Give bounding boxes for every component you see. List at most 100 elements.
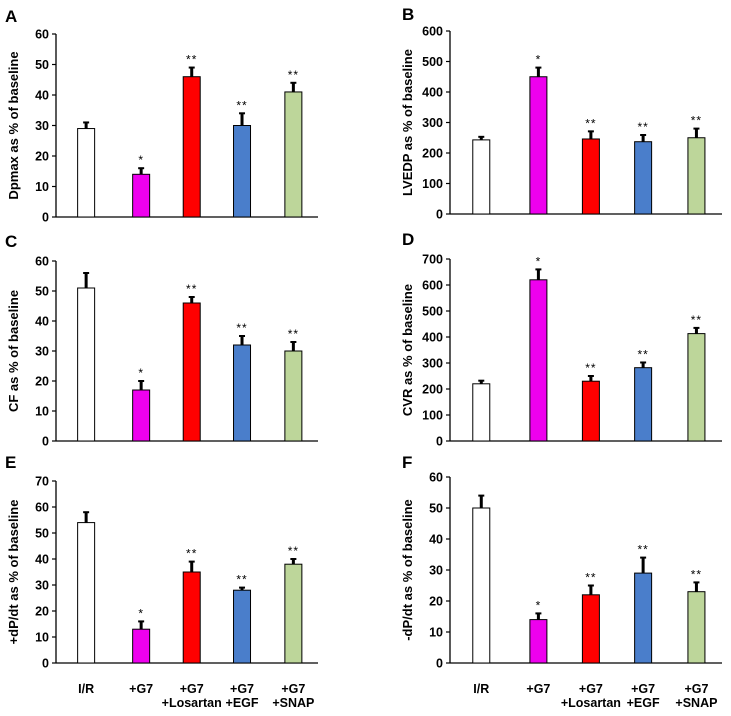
y-tick-label: 50 — [35, 285, 49, 299]
bar-3 — [233, 589, 252, 664]
y-tick-label: 100 — [422, 177, 443, 191]
significance-mark: ** — [236, 98, 247, 112]
bar-2 — [581, 380, 600, 442]
y-tick-label: 60 — [35, 28, 49, 42]
significance-mark: * — [536, 598, 542, 612]
bar-1 — [529, 619, 548, 664]
y-tick-label: 20 — [35, 375, 49, 389]
y-tick-label: 50 — [429, 502, 443, 516]
y-tick-label: 300 — [422, 357, 443, 371]
y-tick-label: 0 — [42, 211, 49, 225]
bar-1 — [132, 173, 151, 218]
bar-2 — [182, 571, 201, 664]
y-tick-label: 300 — [422, 116, 443, 130]
y-tick-label: 0 — [42, 657, 49, 671]
x-category-label: +G7 — [129, 682, 153, 696]
y-axis-label: CF as % of baseline — [6, 290, 21, 412]
x-category-label: +EGF — [226, 696, 259, 710]
y-tick-label: 600 — [422, 25, 443, 39]
bar-1 — [529, 279, 548, 442]
x-category-label: +G7 — [579, 682, 603, 696]
bar-3 — [233, 125, 252, 218]
y-tick-label: 30 — [35, 345, 49, 359]
significance-mark: ** — [691, 114, 702, 128]
y-tick-label: 20 — [35, 150, 49, 164]
y-tick-label: 0 — [42, 435, 49, 449]
significance-mark: * — [536, 254, 542, 268]
y-tick-label: 10 — [429, 626, 443, 640]
y-tick-label: 70 — [35, 475, 49, 489]
bar-4 — [284, 350, 303, 442]
x-category-label: I/R — [78, 682, 94, 696]
bar-0 — [472, 383, 491, 442]
y-tick-label: 20 — [429, 595, 443, 609]
bar-4 — [687, 333, 706, 442]
y-tick-label: 30 — [429, 564, 443, 578]
x-category-label: +G7 — [180, 682, 204, 696]
y-tick-label: 10 — [35, 631, 49, 645]
bar-2 — [581, 594, 600, 664]
x-category-label: +G7 — [230, 682, 254, 696]
y-tick-label: 0 — [436, 657, 443, 671]
y-tick-label: 700 — [422, 253, 443, 267]
y-tick-label: 0 — [436, 208, 443, 222]
significance-mark: * — [536, 53, 542, 67]
y-tick-label: 40 — [35, 553, 49, 567]
significance-mark: ** — [236, 321, 247, 335]
y-axis-label: +dP/dt as % of baseline — [6, 500, 21, 645]
bar-1 — [132, 389, 151, 442]
significance-mark: ** — [186, 547, 197, 561]
significance-mark: * — [138, 153, 144, 167]
significance-mark: * — [138, 606, 144, 620]
significance-mark: ** — [236, 573, 247, 587]
x-category-label: +SNAP — [272, 696, 314, 710]
x-category-label: +G7 — [526, 682, 550, 696]
y-tick-label: 0 — [436, 435, 443, 449]
significance-mark: ** — [186, 282, 197, 296]
x-category-label: +G7 — [281, 682, 305, 696]
panel-e: E +dP/dt as % of baseline 0 10 20 30 40 50 60 70 I… — [5, 453, 318, 710]
bar-4 — [687, 137, 706, 215]
panel-letter: A — [5, 7, 17, 26]
y-tick-label: 60 — [35, 501, 49, 515]
significance-mark: * — [138, 366, 144, 380]
y-axis-label: -dP/dt as % of baseline — [400, 499, 415, 641]
significance-mark: ** — [288, 327, 299, 341]
significance-mark: ** — [288, 68, 299, 82]
x-category-label: +G7 — [631, 682, 655, 696]
y-tick-label: 20 — [35, 605, 49, 619]
y-tick-label: 40 — [429, 533, 443, 547]
x-category-label: +G7 — [684, 682, 708, 696]
bar-4 — [284, 91, 303, 218]
panel-b: B LVEDP as % of baseline 0 100 200 300 400 500 6… — [400, 5, 722, 222]
bar-0 — [472, 507, 491, 664]
bar-2 — [581, 138, 600, 215]
panel-d: D CVR as % of baseline 0 100 200 300 400 500 600… — [400, 230, 722, 449]
panel-letter: B — [402, 5, 414, 24]
y-tick-label: 100 — [422, 409, 443, 423]
bar-1 — [529, 76, 548, 215]
bar-1 — [132, 628, 151, 664]
bar-0 — [77, 287, 96, 442]
significance-mark: ** — [637, 543, 648, 557]
y-tick-label: 50 — [35, 527, 49, 541]
y-axis-label: LVEDP as % of baseline — [400, 49, 415, 196]
bar-3 — [634, 572, 653, 664]
y-tick-label: 30 — [35, 119, 49, 133]
bar-3 — [634, 367, 653, 442]
y-tick-label: 200 — [422, 147, 443, 161]
y-tick-label: 10 — [35, 180, 49, 194]
y-tick-label: 50 — [35, 58, 49, 72]
bar-3 — [634, 141, 653, 215]
bar-0 — [472, 139, 491, 215]
y-tick-label: 40 — [35, 315, 49, 329]
x-category-label: I/R — [473, 682, 489, 696]
y-tick-label: 200 — [422, 383, 443, 397]
panel-letter: E — [5, 453, 16, 472]
significance-mark: ** — [637, 347, 648, 361]
significance-mark: ** — [585, 361, 596, 375]
significance-mark: ** — [585, 571, 596, 585]
